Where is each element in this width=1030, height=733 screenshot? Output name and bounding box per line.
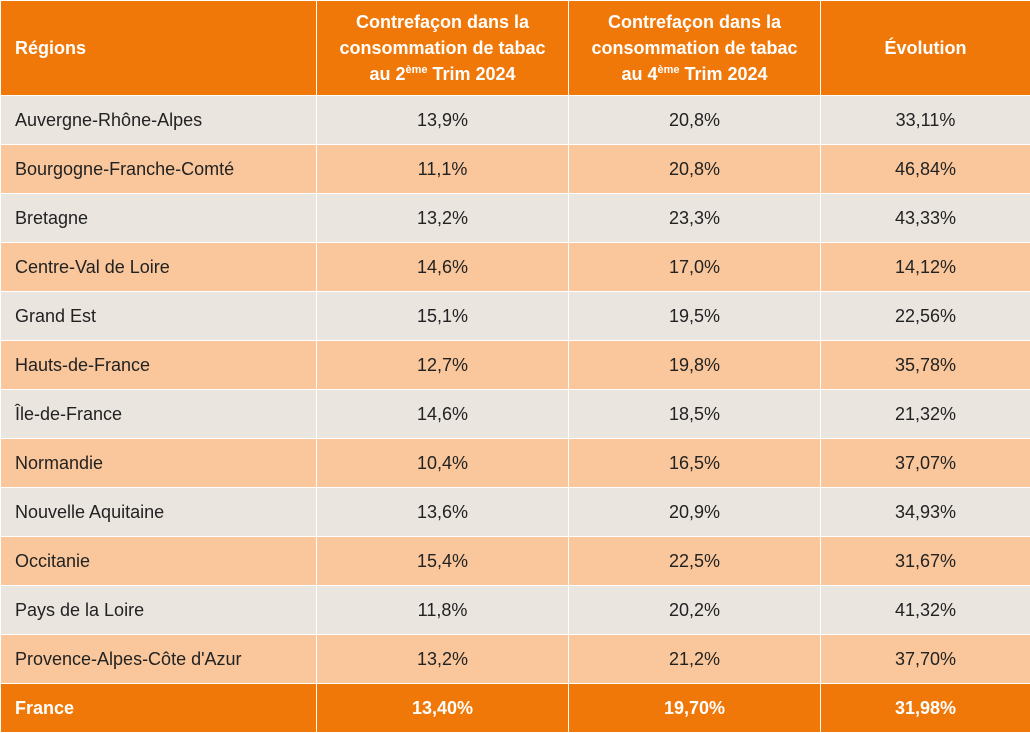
evolution-cell: 22,56% <box>821 292 1030 341</box>
total-q4-cell: 19,70% <box>569 684 821 733</box>
q2-cell: 13,2% <box>317 635 569 684</box>
evolution-cell: 41,32% <box>821 586 1030 635</box>
q4-cell: 21,2% <box>569 635 821 684</box>
q4-cell: 16,5% <box>569 439 821 488</box>
q4-cell: 17,0% <box>569 243 821 292</box>
q4-cell: 22,5% <box>569 537 821 586</box>
q2-cell: 11,1% <box>317 145 569 194</box>
q2-cell: 10,4% <box>317 439 569 488</box>
evolution-cell: 46,84% <box>821 145 1030 194</box>
column-header-q4: Contrefaçon dans la consommation de taba… <box>569 1 821 96</box>
region-cell: Bourgogne-Franche-Comté <box>1 145 317 194</box>
q2-cell: 13,2% <box>317 194 569 243</box>
q4-cell: 20,2% <box>569 586 821 635</box>
q4-cell: 20,9% <box>569 488 821 537</box>
region-cell: Auvergne-Rhône-Alpes <box>1 96 317 145</box>
region-cell: Bretagne <box>1 194 317 243</box>
column-header-q2-sup: ème <box>405 64 427 76</box>
evolution-cell: 34,93% <box>821 488 1030 537</box>
column-header-q2: Contrefaçon dans la consommation de taba… <box>317 1 569 96</box>
evolution-cell: 37,07% <box>821 439 1030 488</box>
column-header-q2-pre: au 2 <box>369 64 405 84</box>
evolution-cell: 31,67% <box>821 537 1030 586</box>
column-header-q4-sup: ème <box>657 64 679 76</box>
region-cell: Provence-Alpes-Côte d'Azur <box>1 635 317 684</box>
q2-cell: 14,6% <box>317 390 569 439</box>
region-cell: Nouvelle Aquitaine <box>1 488 317 537</box>
q2-cell: 13,9% <box>317 96 569 145</box>
column-header-q2-post: Trim 2024 <box>428 64 516 84</box>
q4-cell: 20,8% <box>569 96 821 145</box>
q4-cell: 19,5% <box>569 292 821 341</box>
column-header-q2-line2: consommation de tabac <box>339 38 545 58</box>
q2-cell: 12,7% <box>317 341 569 390</box>
evolution-cell: 43,33% <box>821 194 1030 243</box>
column-header-q4-pre: au 4 <box>621 64 657 84</box>
column-header-q4-post: Trim 2024 <box>680 64 768 84</box>
total-q2-cell: 13,40% <box>317 684 569 733</box>
q2-cell: 11,8% <box>317 586 569 635</box>
q4-cell: 19,8% <box>569 341 821 390</box>
region-cell: Centre-Val de Loire <box>1 243 317 292</box>
region-cell: Pays de la Loire <box>1 586 317 635</box>
region-cell: Hauts-de-France <box>1 341 317 390</box>
q2-cell: 15,1% <box>317 292 569 341</box>
total-region-cell: France <box>1 684 317 733</box>
q4-cell: 20,8% <box>569 145 821 194</box>
q2-cell: 15,4% <box>317 537 569 586</box>
column-header-evolution: Évolution <box>821 1 1030 96</box>
evolution-cell: 14,12% <box>821 243 1030 292</box>
region-cell: Île-de-France <box>1 390 317 439</box>
table-total-row: France 13,40% 19,70% 31,98% <box>1 684 1030 733</box>
q2-cell: 14,6% <box>317 243 569 292</box>
q2-cell: 13,6% <box>317 488 569 537</box>
region-cell: Occitanie <box>1 537 317 586</box>
column-header-q4-line2: consommation de tabac <box>591 38 797 58</box>
evolution-cell: 35,78% <box>821 341 1030 390</box>
total-evolution-cell: 31,98% <box>821 684 1030 733</box>
evolution-cell: 21,32% <box>821 390 1030 439</box>
column-header-q2-line1: Contrefaçon dans la <box>356 12 529 32</box>
q4-cell: 23,3% <box>569 194 821 243</box>
region-cell: Normandie <box>1 439 317 488</box>
table-header-row: Régions Contrefaçon dans la consommation… <box>1 1 1030 96</box>
q4-cell: 18,5% <box>569 390 821 439</box>
evolution-cell: 37,70% <box>821 635 1030 684</box>
column-header-regions: Régions <box>1 1 317 96</box>
region-cell: Grand Est <box>1 292 317 341</box>
column-header-q4-line1: Contrefaçon dans la <box>608 12 781 32</box>
evolution-cell: 33,11% <box>821 96 1030 145</box>
